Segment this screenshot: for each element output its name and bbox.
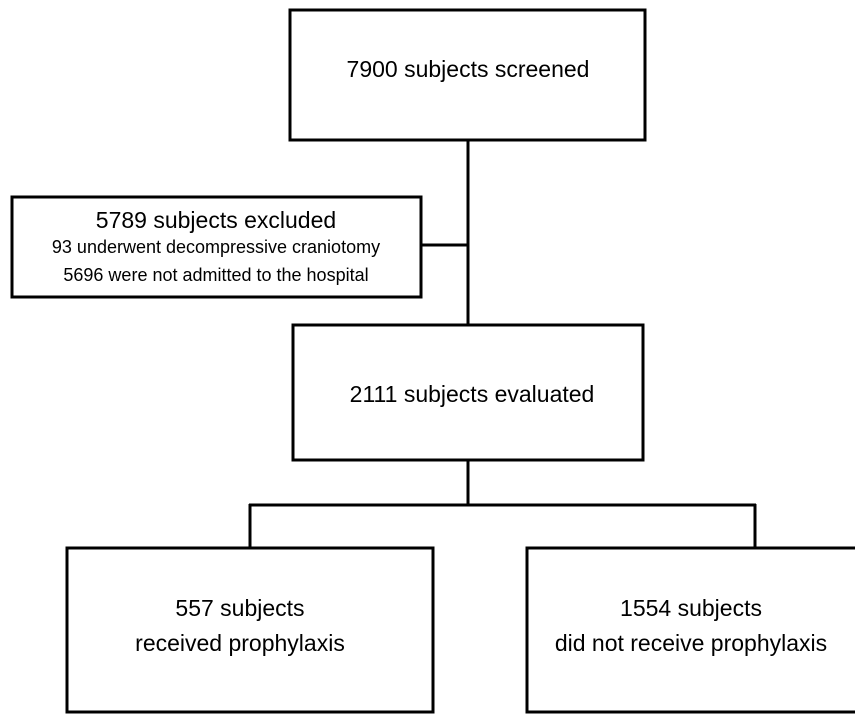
box-evaluated (291, 323, 645, 462)
box-text: 5696 were not admitted to the hospital (63, 265, 368, 285)
box-not-received (525, 546, 855, 714)
box-text: 5789 subjects excluded (96, 207, 336, 233)
box-excluded (10, 195, 423, 299)
box-text: 93 underwent decompressive craniotomy (52, 237, 380, 257)
box-text: 2111 subjects evaluated (350, 381, 595, 407)
connectors (248, 140, 757, 548)
box-text: did not receive prophylaxis (555, 630, 827, 656)
box-text: received prophylaxis (135, 630, 345, 656)
box-text: 7900 subjects screened (347, 56, 590, 82)
box-received (65, 546, 435, 714)
box-screened (288, 8, 647, 142)
box-text: 557 subjects (175, 595, 304, 621)
box-text: 1554 subjects (620, 595, 762, 621)
